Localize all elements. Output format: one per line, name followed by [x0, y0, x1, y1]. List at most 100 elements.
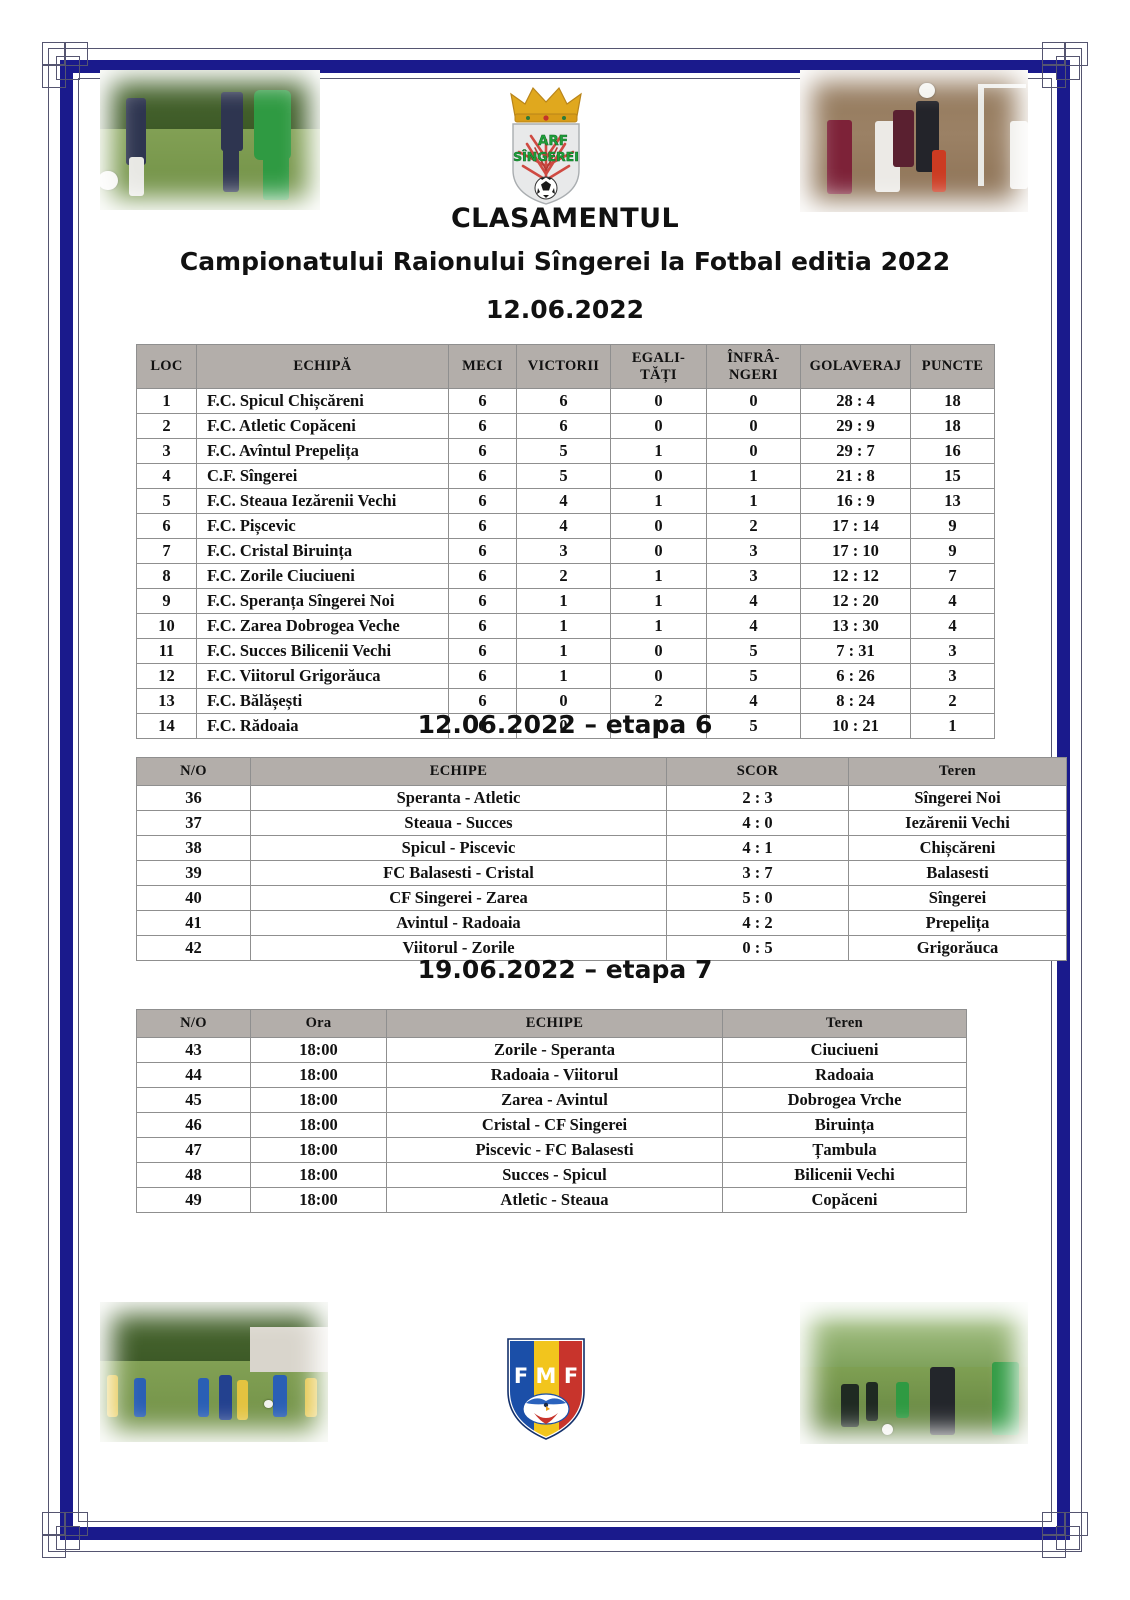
standings-cell-team: F.C. Steaua Iezărenii Vechi	[196, 488, 449, 515]
fixtures-cell-ora: 18:00	[250, 1036, 387, 1063]
standings-cell-puncte: 16	[910, 438, 995, 465]
frame-bar-bottom	[60, 1527, 1070, 1540]
standings-cell-victorii: 2	[516, 563, 611, 590]
fixtures-header-row: N/O Ora ECHIPE Teren	[136, 1009, 967, 1038]
table-row: 5 F.C. Steaua Iezărenii Vechi 6 4 1 1 16 : 9 13	[136, 488, 995, 515]
table-row: 48 18:00 Succes - Spicul Bilicenii Vechi	[136, 1161, 967, 1188]
standings-cell-puncte: 2	[910, 688, 995, 715]
col-header-victorii: VICTORII	[516, 343, 611, 390]
table-row: 42 Viitorul - Zorile 0 : 5 Grigorăuca	[136, 934, 1067, 961]
crest-line1: ARF	[538, 133, 568, 149]
results-cell-no: 40	[136, 884, 251, 911]
standings-cell-team: F.C. Spicul Chișcăreni	[196, 388, 449, 415]
standings-cell-golaveraj: 7 : 31	[800, 638, 911, 665]
standings-cell-golaveraj: 12 : 20	[800, 588, 911, 615]
standings-cell-meci: 6	[448, 388, 517, 415]
standings-cell-golaveraj: 29 : 7	[800, 438, 911, 465]
fixtures-cell-teren: Bilicenii Vechi	[722, 1161, 967, 1188]
standings-cell-egalitati: 1	[610, 613, 707, 640]
results-cell-scor: 5 : 0	[666, 884, 849, 911]
results-table: N/O ECHIPE SCOR Teren 36 Speranta - Atlet…	[136, 757, 1067, 961]
standings-cell-meci: 6	[448, 413, 517, 440]
standings-cell-loc: 1	[136, 388, 197, 415]
standings-cell-team: F.C. Zarea Dobrogea Veche	[196, 613, 449, 640]
standings-cell-golaveraj: 10 : 21	[800, 713, 911, 740]
col-header-puncte: PUNCTE	[910, 343, 995, 390]
standings-cell-victorii: 1	[516, 613, 611, 640]
corner-ornament-bottom-right	[1042, 1512, 1088, 1558]
standings-cell-loc: 9	[136, 588, 197, 615]
standings-cell-victorii: 6	[516, 388, 611, 415]
photo-match-bottom-right	[800, 1302, 1028, 1444]
fixtures-cell-teren: Copăceni	[722, 1186, 967, 1213]
results-cell-teren: Chișcăreni	[848, 834, 1067, 861]
standings-cell-victorii: 1	[516, 638, 611, 665]
standings-cell-loc: 5	[136, 488, 197, 515]
standings-cell-infrangeri: 0	[706, 438, 801, 465]
col-header-egalitati: EGALI- TĂȚI	[610, 343, 707, 390]
results-section-heading: 12.06.2022 – etapa 6	[417, 710, 713, 739]
results-cell-no: 41	[136, 909, 251, 936]
standings-cell-puncte: 3	[910, 638, 995, 665]
table-row: 39 FC Balasesti - Cristal 3 : 7 Balasesti	[136, 859, 1067, 886]
table-row: 6 F.C. Pișcevic 6 4 0 2 17 : 14 9	[136, 513, 995, 540]
fixtures-cell-no: 45	[136, 1086, 251, 1113]
fixtures-cell-ora: 18:00	[250, 1161, 387, 1188]
standings-cell-victorii: 3	[516, 538, 611, 565]
results-cell-echipe: Avintul - Radoaia	[250, 909, 667, 936]
table-row: 3 F.C. Avîntul Prepelița 6 5 1 0 29 : 7 16	[136, 438, 995, 465]
fixtures-cell-ora: 18:00	[250, 1061, 387, 1088]
fixtures-cell-teren: Ciuciueni	[722, 1036, 967, 1063]
fixtures-cell-teren: Biruința	[722, 1111, 967, 1138]
col-header-echipa: ECHIPĂ	[196, 343, 449, 390]
standings-cell-loc: 4	[136, 463, 197, 490]
corner-ornament-bottom-left	[42, 1512, 88, 1558]
frame-bar-left	[60, 60, 73, 1540]
standings-cell-meci: 6	[448, 588, 517, 615]
fixtures-cell-teren: Dobrogea Vrche	[722, 1086, 967, 1113]
fixtures-cell-no: 44	[136, 1061, 251, 1088]
page-title: CLASAMENTUL	[450, 203, 680, 234]
results-cell-scor: 4 : 1	[666, 834, 849, 861]
standings-cell-infrangeri: 5	[706, 638, 801, 665]
standings-cell-egalitati: 1	[610, 438, 707, 465]
page-date: 12.06.2022	[485, 295, 645, 324]
col-header-results-scor: SCOR	[666, 757, 849, 786]
table-row: 46 18:00 Cristal - CF Singerei Biruința	[136, 1111, 967, 1138]
standings-cell-infrangeri: 1	[706, 488, 801, 515]
standings-cell-meci: 6	[448, 488, 517, 515]
standings-cell-egalitati: 1	[610, 563, 707, 590]
fixtures-table: N/O Ora ECHIPE Teren 43 18:00 Zorile - Spe…	[136, 1009, 967, 1213]
standings-cell-puncte: 13	[910, 488, 995, 515]
standings-cell-victorii: 5	[516, 438, 611, 465]
fmf-eagle	[522, 1393, 570, 1425]
arf-singerei-crest-icon: ARF SÎNGEREI	[497, 82, 595, 207]
standings-cell-team: F.C. Succes Bilicenii Vechi	[196, 638, 449, 665]
standings-cell-team: F.C. Viitorul Grigorăuca	[196, 663, 449, 690]
standings-cell-golaveraj: 8 : 24	[800, 688, 911, 715]
table-row: 4 C.F. Sîngerei 6 5 0 1 21 : 8 15	[136, 463, 995, 490]
standings-cell-golaveraj: 29 : 9	[800, 413, 911, 440]
table-row: 36 Speranta - Atletic 2 : 3 Sîngerei Noi	[136, 784, 1067, 811]
col-header-fixtures-ora: Ora	[250, 1009, 387, 1038]
fixtures-cell-echipe: Radoaia - Viitorul	[386, 1061, 723, 1088]
standings-cell-infrangeri: 0	[706, 388, 801, 415]
standings-cell-puncte: 9	[910, 513, 995, 540]
fixtures-cell-no: 43	[136, 1036, 251, 1063]
table-row: 43 18:00 Zorile - Speranta Ciuciueni	[136, 1036, 967, 1063]
standings-cell-puncte: 7	[910, 563, 995, 590]
standings-cell-meci: 6	[448, 513, 517, 540]
results-cell-teren: Prepelița	[848, 909, 1067, 936]
standings-cell-golaveraj: 28 : 4	[800, 388, 911, 415]
results-cell-no: 38	[136, 834, 251, 861]
standings-cell-team: F.C. Speranța Sîngerei Noi	[196, 588, 449, 615]
col-header-results-teren: Teren	[848, 757, 1067, 786]
fixtures-cell-no: 47	[136, 1136, 251, 1163]
standings-cell-egalitati: 1	[610, 713, 707, 740]
standings-cell-team: F.C. Pișcevic	[196, 513, 449, 540]
standings-cell-loc: 13	[136, 688, 197, 715]
col-header-egalitati-line1: EGALI-	[631, 350, 686, 366]
results-cell-echipe: Viitorul - Zorile	[250, 934, 667, 961]
frame-outer-line	[48, 48, 1082, 1552]
col-header-results-no: N/O	[136, 757, 251, 786]
